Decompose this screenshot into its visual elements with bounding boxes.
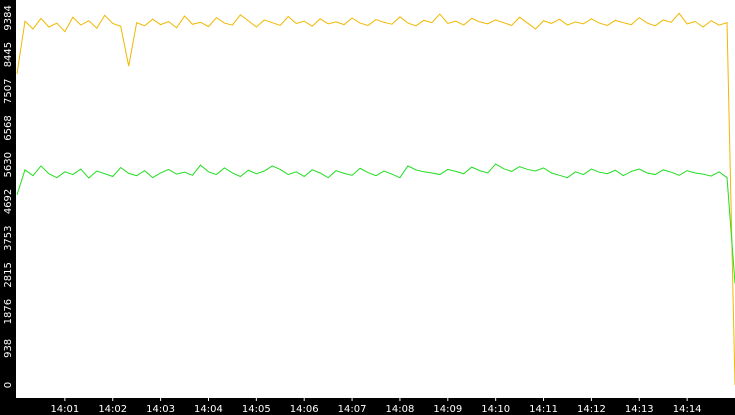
y-tick-label: 8445 bbox=[3, 42, 14, 67]
x-tick-label: 14:01 bbox=[50, 404, 79, 415]
x-tick-label: 14:10 bbox=[481, 404, 510, 415]
x-axis-strip bbox=[0, 398, 735, 415]
x-tick-label: 14:12 bbox=[577, 404, 606, 415]
x-tick-label: 14:11 bbox=[529, 404, 558, 415]
y-tick-label: 3753 bbox=[3, 225, 14, 250]
y-tick-label: 9384 bbox=[3, 5, 14, 30]
x-tick-label: 14:02 bbox=[98, 404, 127, 415]
series-line bbox=[16, 163, 735, 284]
x-tick-label: 14:05 bbox=[242, 404, 271, 415]
x-tick-label: 14:08 bbox=[386, 404, 415, 415]
series-line bbox=[16, 12, 735, 386]
y-axis-strip bbox=[0, 0, 16, 415]
y-tick-label: 7507 bbox=[3, 79, 14, 104]
x-tick-label: 14:04 bbox=[194, 404, 223, 415]
x-tick-label: 14:09 bbox=[433, 404, 462, 415]
y-tick-label: 938 bbox=[3, 339, 14, 358]
x-tick-label: 14:06 bbox=[290, 404, 319, 415]
y-tick-label: 1876 bbox=[3, 299, 14, 324]
x-tick-label: 14:07 bbox=[338, 404, 367, 415]
x-tick-label: 14:13 bbox=[625, 404, 654, 415]
y-tick-label: 6568 bbox=[3, 115, 14, 140]
y-tick-label: 2815 bbox=[3, 262, 14, 287]
y-tick-label: 0 bbox=[3, 382, 14, 388]
y-tick-label: 5630 bbox=[3, 152, 14, 177]
y-tick-label: 4692 bbox=[3, 189, 14, 214]
x-tick-label: 14:14 bbox=[673, 404, 702, 415]
x-tick-label: 14:03 bbox=[146, 404, 175, 415]
